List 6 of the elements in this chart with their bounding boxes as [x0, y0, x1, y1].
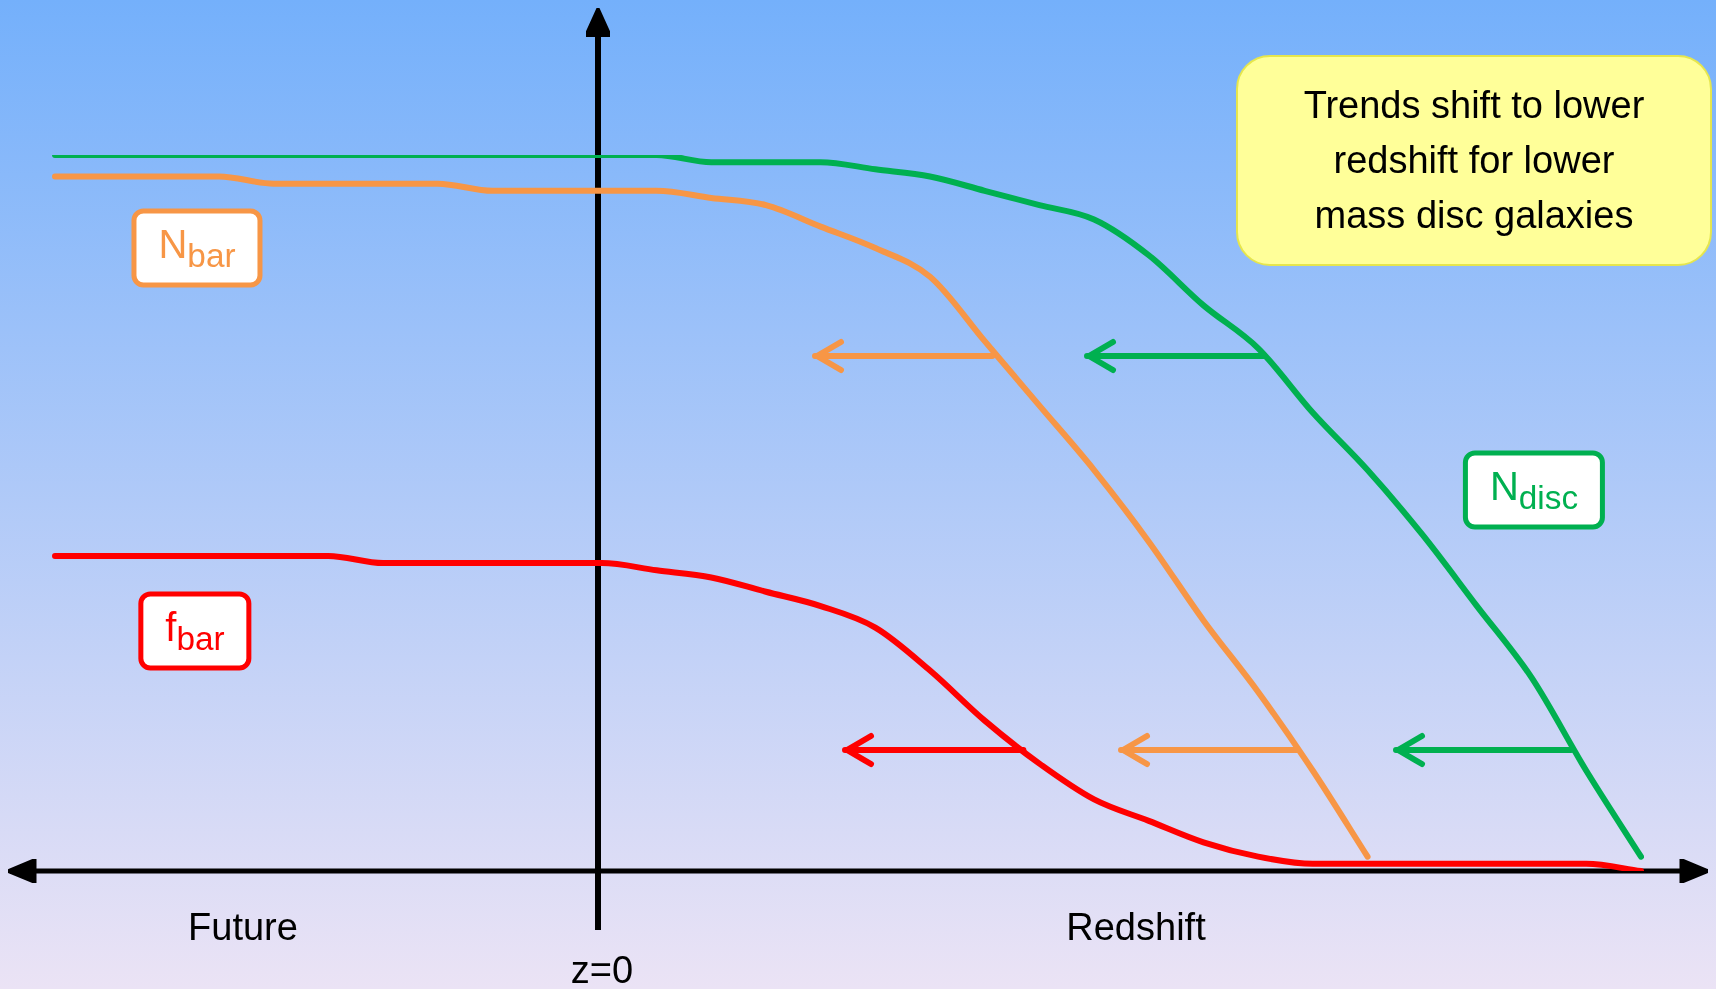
text: z=0: [570, 948, 634, 989]
series-label: f$_{bar}$: [138, 591, 252, 671]
series-label: N$_{disc}$: [1462, 450, 1606, 530]
x-axis-title: Redshift: [1066, 905, 1206, 949]
series-label: N$_{bar}$: [131, 208, 263, 288]
text: Future: [188, 905, 298, 949]
